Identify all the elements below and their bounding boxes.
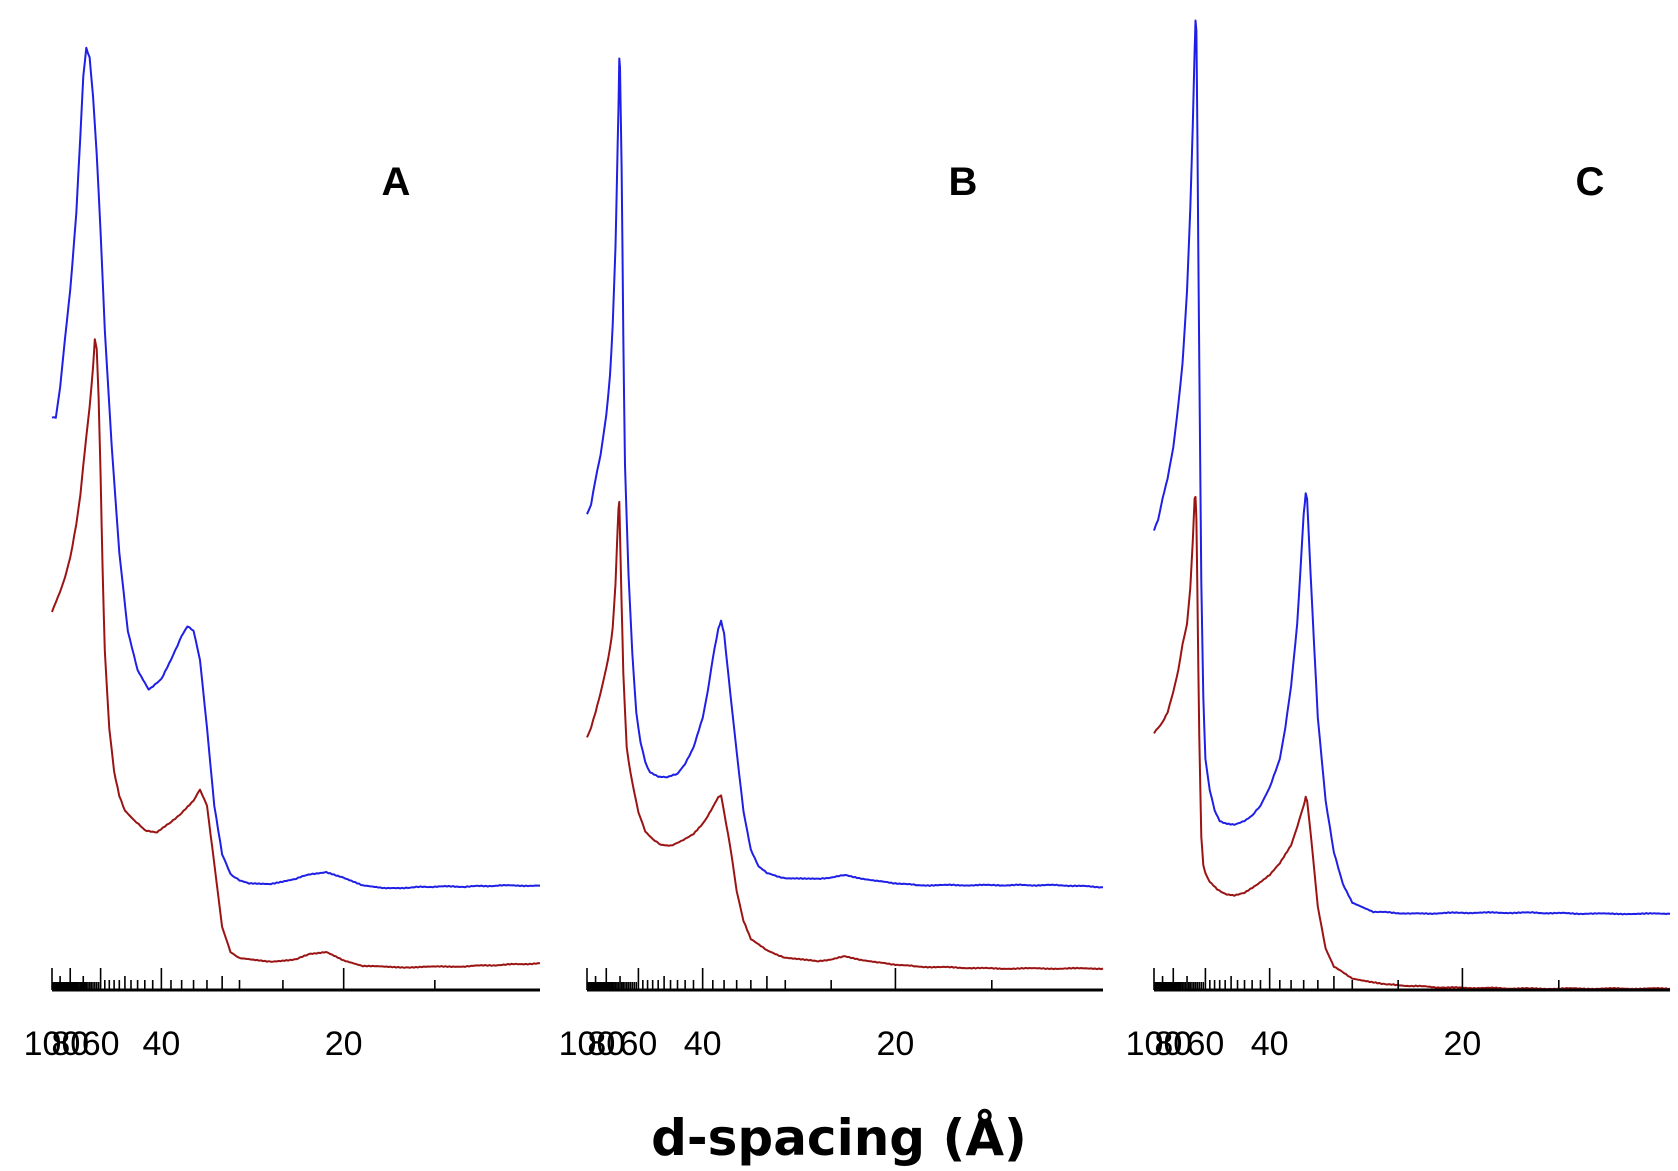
x-axis-title: d-spacing (Å) (651, 1108, 1027, 1167)
series-upper-line (51, 46, 540, 890)
series-lower-line (1153, 495, 1671, 991)
x-tick-label: 40 (684, 1025, 722, 1063)
x-tick-label: 80 (1154, 1025, 1192, 1063)
x-tick-label: 20 (876, 1025, 914, 1063)
series-upper-line (586, 57, 1103, 889)
x-tick-label: 80 (51, 1025, 89, 1063)
panel-label: A (382, 160, 411, 204)
x-tick-label: 100 (24, 1025, 81, 1063)
x-tick-label: 100 (559, 1025, 616, 1063)
x-tick-label: 20 (1443, 1025, 1481, 1063)
series-lower-line (586, 500, 1104, 971)
x-axis-ticks (1153, 968, 1560, 990)
x-tick-label: 60 (82, 1025, 120, 1063)
series-lower-line (51, 338, 541, 969)
panel-label: B (949, 160, 978, 204)
panel-label: C (1576, 160, 1605, 204)
x-tick-label: 60 (1186, 1025, 1224, 1063)
series-upper-line (1153, 19, 1671, 916)
x-axis-ticks (586, 968, 993, 990)
x-tick-label: 20 (325, 1025, 363, 1063)
x-tick-label: 40 (142, 1025, 180, 1063)
x-axis-ticks (51, 968, 436, 990)
x-tick-label: 80 (587, 1025, 625, 1063)
x-tick-label: 60 (619, 1025, 657, 1063)
x-tick-label: 40 (1251, 1025, 1289, 1063)
x-tick-label: 100 (1126, 1025, 1183, 1063)
